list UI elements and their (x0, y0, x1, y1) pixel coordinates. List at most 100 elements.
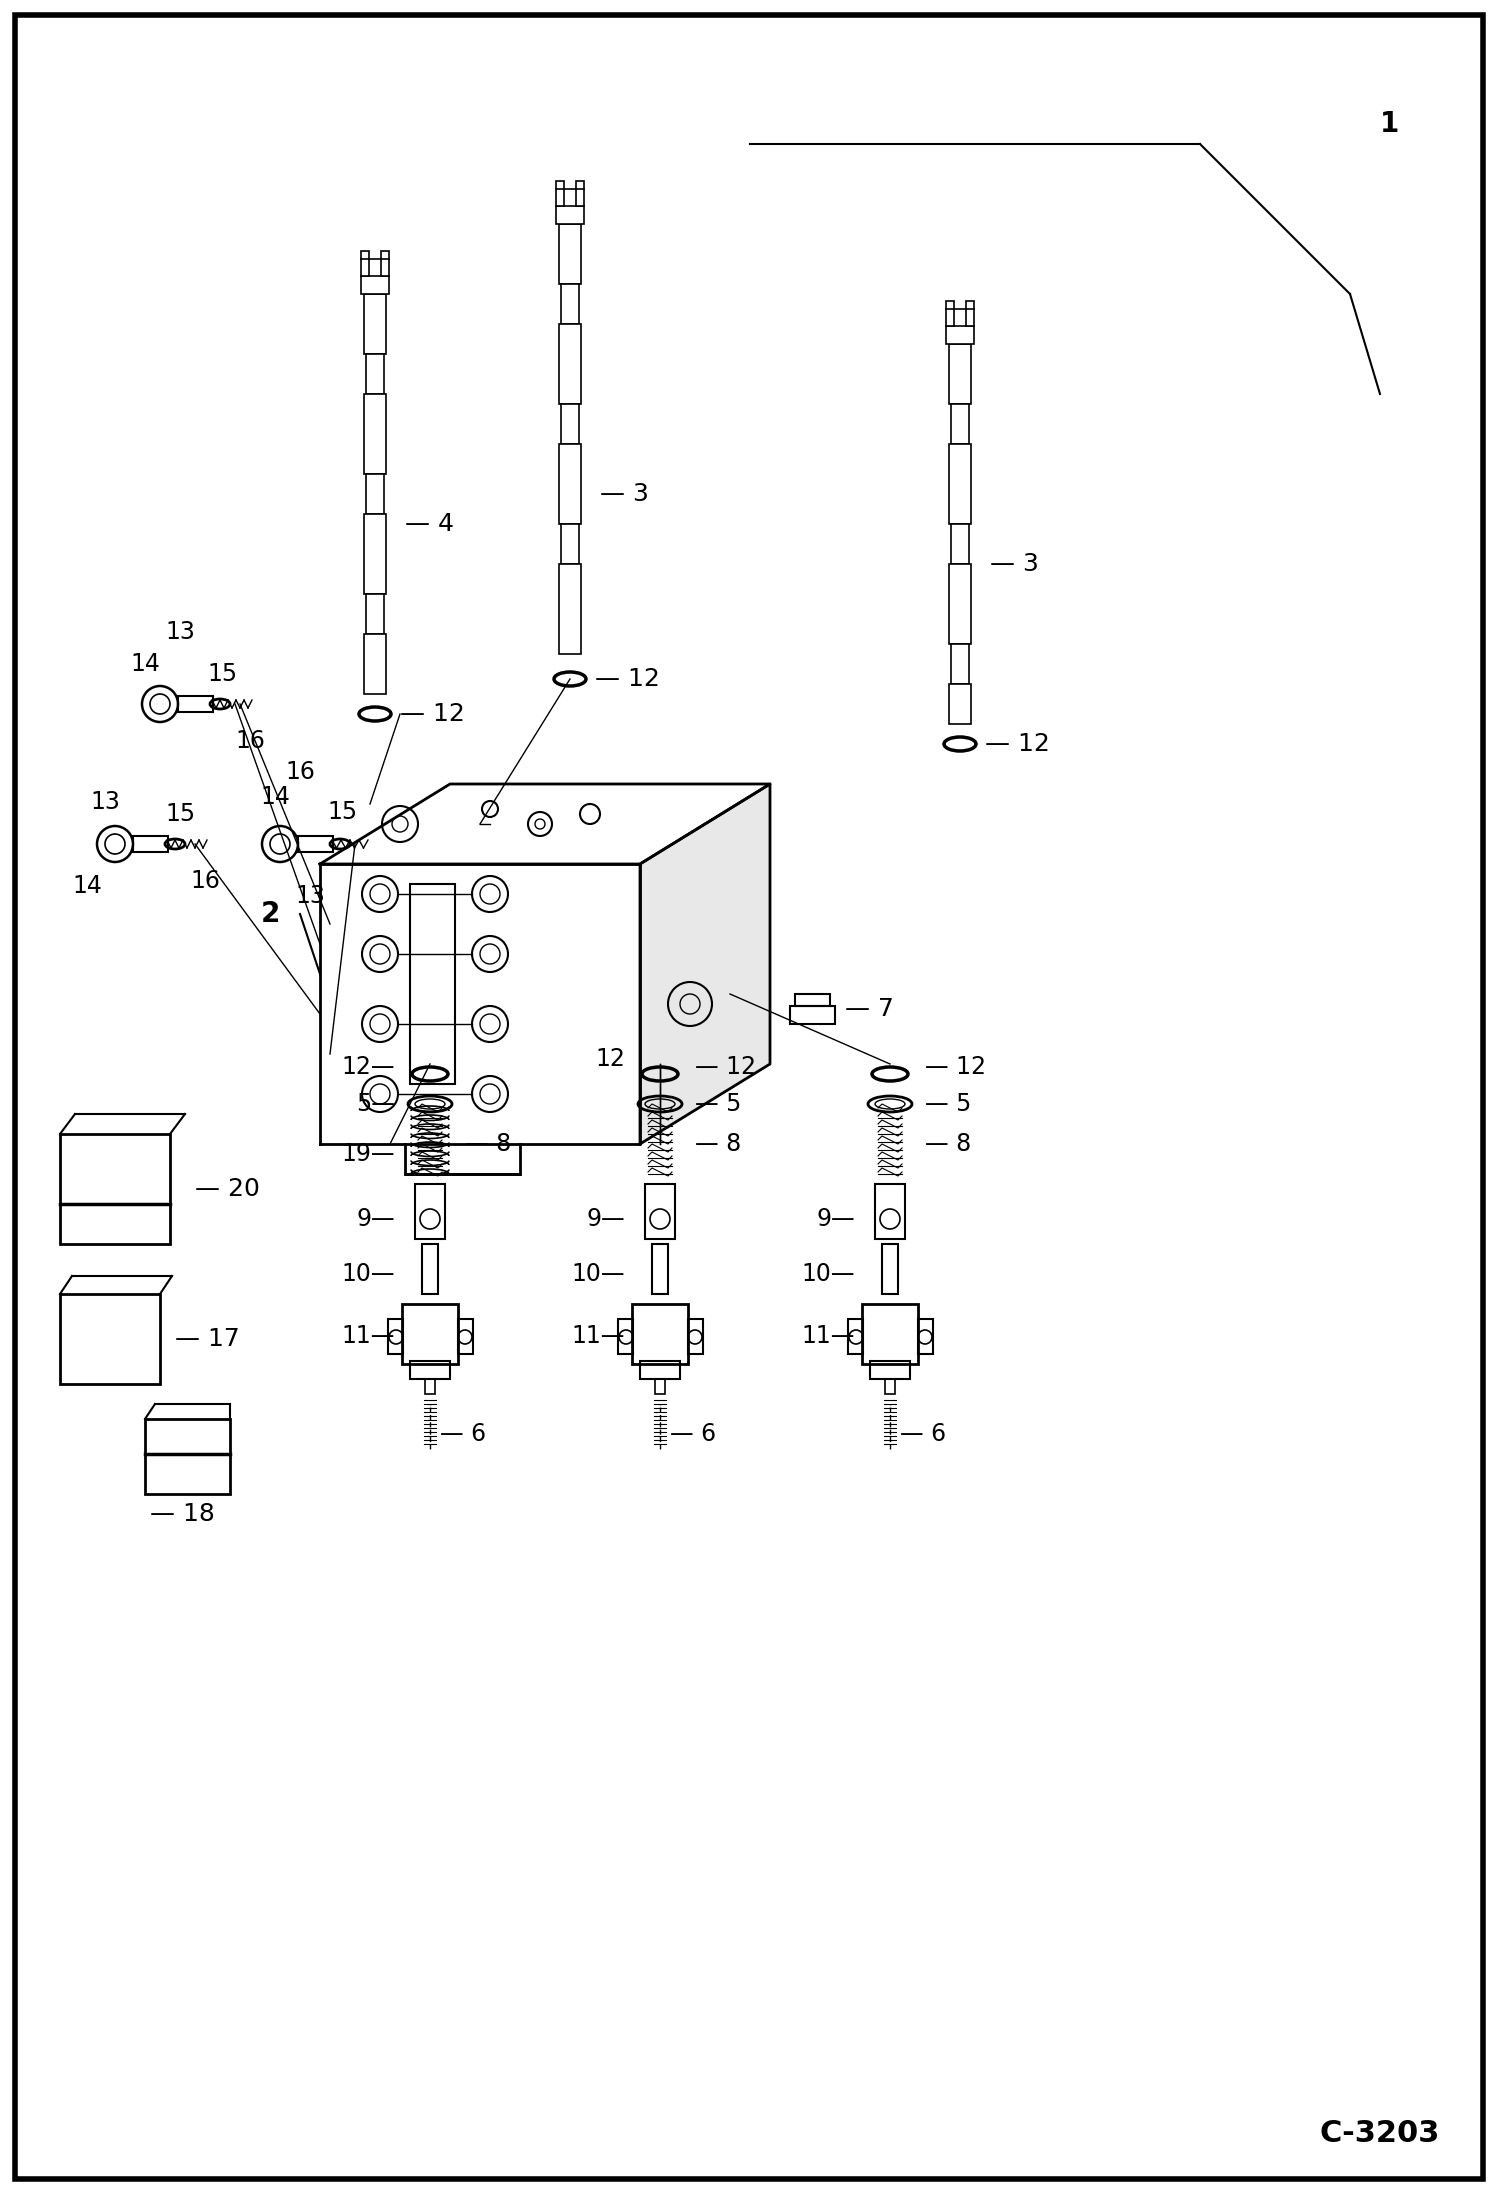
Bar (885, 1380, 894, 1393)
Text: 15: 15 (327, 801, 357, 825)
Text: 1: 1 (1380, 110, 1399, 138)
Text: 11—: 11— (572, 1323, 625, 1347)
Bar (425, 1380, 434, 1393)
Text: 14: 14 (130, 652, 160, 676)
Text: — 6: — 6 (670, 1422, 716, 1446)
Text: 13: 13 (165, 621, 195, 645)
Bar (60, 1294, 160, 1384)
Text: — 8: — 8 (464, 1132, 511, 1156)
Text: — 17: — 17 (175, 1327, 240, 1352)
Bar (870, 1360, 909, 1380)
Text: 15: 15 (207, 663, 237, 687)
Bar (560, 404, 580, 443)
Text: 9—: 9— (816, 1207, 855, 1231)
Bar (951, 404, 969, 443)
Bar (364, 294, 386, 353)
Text: — 8: — 8 (695, 1132, 742, 1156)
Bar (559, 325, 581, 404)
Text: 15: 15 (165, 803, 195, 825)
Text: — 7: — 7 (845, 996, 894, 1020)
Text: 16: 16 (190, 869, 220, 893)
Bar (410, 1360, 449, 1380)
Bar (366, 595, 383, 634)
Text: 14: 14 (72, 873, 102, 897)
Text: — 3: — 3 (601, 483, 649, 507)
Bar (918, 1319, 933, 1354)
Bar (415, 1185, 445, 1240)
Bar (950, 344, 971, 404)
Bar (947, 301, 954, 327)
Text: 13: 13 (295, 884, 325, 908)
Bar (560, 283, 580, 325)
Bar (458, 1319, 473, 1354)
Polygon shape (321, 783, 770, 864)
Bar (966, 301, 974, 327)
Bar (951, 645, 969, 685)
Bar (559, 224, 581, 283)
Text: 12: 12 (595, 1047, 625, 1071)
Text: 10—: 10— (801, 1262, 855, 1286)
Text: 16: 16 (235, 728, 265, 753)
Bar (848, 1319, 863, 1354)
Bar (364, 513, 386, 595)
Bar (364, 634, 386, 693)
Text: 5—: 5— (357, 1093, 395, 1117)
Bar (882, 1244, 897, 1294)
Text: — 8: — 8 (924, 1132, 971, 1156)
Text: — 12: — 12 (400, 702, 464, 726)
Text: 19—: 19— (342, 1143, 395, 1165)
Bar (380, 250, 389, 276)
Text: 2: 2 (261, 900, 280, 928)
Text: 11—: 11— (801, 1323, 855, 1347)
Text: — 12: — 12 (924, 1055, 986, 1079)
Text: — 12: — 12 (595, 667, 661, 691)
Bar (640, 1360, 680, 1380)
Bar (560, 524, 580, 564)
Text: 14: 14 (261, 785, 291, 810)
Bar (947, 327, 974, 344)
Bar (655, 1380, 665, 1393)
Bar (178, 695, 213, 713)
Text: — 12: — 12 (986, 733, 1050, 757)
Text: — 6: — 6 (900, 1422, 947, 1446)
Bar (361, 250, 369, 276)
Bar (950, 443, 971, 524)
Text: — 18: — 18 (150, 1503, 214, 1527)
Bar (366, 474, 383, 513)
Bar (646, 1185, 676, 1240)
Bar (789, 1007, 834, 1025)
Text: 10—: 10— (342, 1262, 395, 1286)
Bar (388, 1319, 403, 1354)
Bar (875, 1185, 905, 1240)
Bar (950, 685, 971, 724)
Bar (619, 1319, 634, 1354)
Text: — 6: — 6 (440, 1422, 487, 1446)
Text: 9—: 9— (357, 1207, 395, 1231)
Bar (60, 1134, 169, 1244)
Text: — 3: — 3 (990, 553, 1040, 577)
Bar (632, 1303, 688, 1365)
Text: — 5: — 5 (695, 1093, 742, 1117)
Bar (361, 276, 389, 294)
Bar (298, 836, 333, 851)
Bar (556, 206, 584, 224)
Text: 13: 13 (90, 790, 120, 814)
Text: — 12: — 12 (695, 1055, 756, 1079)
Bar (366, 353, 383, 395)
Bar (422, 1244, 437, 1294)
Bar (577, 180, 584, 206)
Text: — 5: — 5 (924, 1093, 971, 1117)
Text: 12—: 12— (342, 1055, 395, 1079)
Bar (364, 395, 386, 474)
Bar (688, 1319, 703, 1354)
Bar (410, 884, 455, 1084)
Text: 16: 16 (285, 759, 315, 783)
Bar (556, 180, 565, 206)
Bar (133, 836, 168, 851)
Text: — 4: — 4 (404, 511, 454, 535)
Bar (795, 994, 830, 1007)
Text: — 20: — 20 (195, 1176, 259, 1200)
Bar (861, 1303, 918, 1365)
Bar (652, 1244, 668, 1294)
Bar (145, 1420, 231, 1494)
